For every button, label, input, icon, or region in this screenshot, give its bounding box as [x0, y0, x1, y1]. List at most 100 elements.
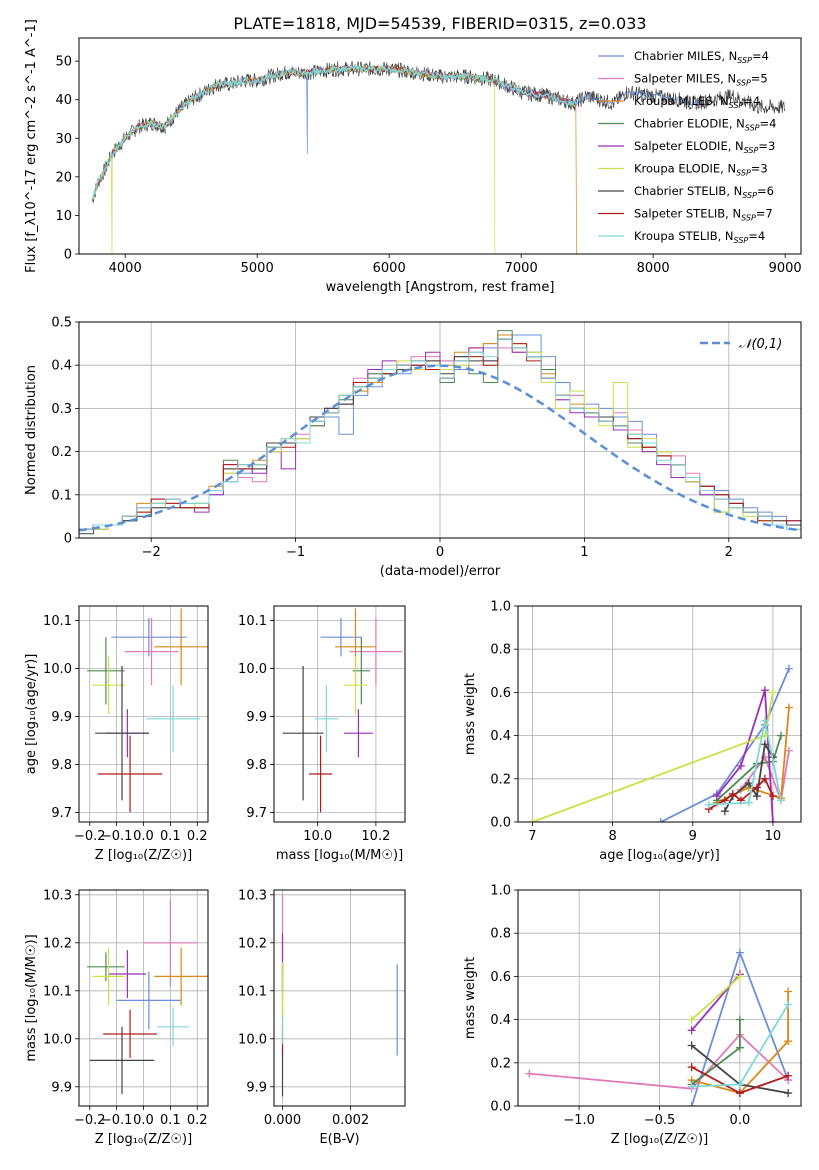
plot-area [528, 664, 793, 822]
y-tick-label: 0.1 [51, 488, 72, 503]
weight-line-ke [691, 975, 741, 1021]
x-tick-label: 8000 [637, 261, 670, 276]
axes-frame [517, 605, 802, 823]
spectrum-line-cm [91, 64, 703, 200]
x-tick-label: 9 [689, 829, 697, 844]
x-axis-label: (data-model)/error [380, 564, 501, 579]
x-tick-label: 0.2 [187, 1113, 208, 1128]
y-tick-label: 0.2 [490, 772, 511, 787]
weight-marker-ks [784, 1000, 793, 1009]
y-tick-label: 10.1 [238, 984, 267, 999]
axes-frame [78, 37, 802, 255]
weight-marker-ke [528, 818, 537, 822]
legend-label-ks: Kroupa STELIB, NSSP=4 [634, 229, 765, 245]
weight-marker-ks [735, 1080, 744, 1089]
y-tick-label: 0.4 [490, 729, 511, 744]
weight-marker-ke [735, 972, 744, 981]
weight-line-km [691, 991, 789, 1095]
weight-marker-ce [735, 1015, 744, 1024]
y-tick-label: 20 [55, 170, 72, 185]
errorbar-cs [89, 1026, 155, 1094]
plot-area [282, 608, 403, 813]
panel-spectrum: 4000 5000 6000 7000 8000 9000 0 10 20 30 40 50 wavel… [24, 19, 802, 295]
legend-label-ss: Salpeter STELIB, NSSP=7 [634, 207, 773, 223]
errorbar-cm [116, 971, 182, 1030]
x-tick-label: −0.1 [101, 1113, 133, 1128]
errorbar-ks [156, 1007, 190, 1046]
weight-marker-cs [752, 792, 761, 801]
panel-mass_weight_vs_Z: −1.0 −0.5 0.0 0.0 0.2 0.4 0.6 0.8 1.0 Z [log₁₀(Z/… [463, 884, 802, 1147]
y-tick-label: 9.7 [246, 806, 267, 821]
x-tick-label: 0.0 [133, 1113, 154, 1128]
y-tick-label: 0.5 [51, 316, 72, 331]
weight-marker-cm [687, 1102, 696, 1106]
x-axis-label: wavelength [Angstrom, rest frame] [326, 280, 555, 295]
legend-label-km: Kroupa MILES, NSSP=4 [634, 94, 760, 110]
weight-marker-ks [687, 1082, 696, 1091]
weight-marker-ss [784, 1071, 793, 1080]
weight-line-sm [529, 1033, 789, 1090]
y-tick-label: 40 [55, 93, 72, 108]
weight-marker-ce [735, 1043, 744, 1052]
errorbar-cm [111, 618, 187, 657]
errorbar-ss [97, 735, 163, 813]
y-tick-label: 0.3 [51, 402, 72, 417]
errorbar-cs [282, 666, 324, 801]
weight-marker-cs [760, 740, 769, 749]
x-tick-label: 1 [580, 545, 588, 560]
y-tick-label: 10.1 [238, 614, 267, 629]
y-tick-label: 10.1 [43, 984, 72, 999]
plot-area [79, 330, 801, 535]
x-tick-label: 0.0 [730, 1113, 751, 1128]
x-tick-label: 7000 [505, 261, 538, 276]
x-tick-label: 9000 [769, 261, 802, 276]
errorbar-ks [314, 685, 339, 753]
y-tick-label: 10.0 [43, 662, 72, 677]
panel-age_vs_mass: 10.0 10.2 9.7 9.8 9.9 10.0 10.1 mass [log₁₀(M/M… [238, 605, 406, 863]
weight-marker-km [784, 987, 793, 996]
weight-marker-km [784, 703, 793, 712]
weight-marker-ss [687, 1063, 696, 1072]
x-tick-label: 7 [528, 829, 536, 844]
weight-marker-se [768, 818, 777, 822]
y-tick-label: 10.3 [238, 888, 267, 903]
weight-marker-ss [760, 774, 769, 783]
errorbar-sm [124, 618, 179, 686]
x-axis-label: Z [log₁₀(Z/Z☉)] [95, 848, 192, 863]
y-axis-label: mass weight [463, 957, 478, 1039]
x-axis-label: Z [log₁₀(Z/Z☉)] [611, 1132, 708, 1147]
x-axis-label: age [log₁₀(age/yr)] [599, 848, 720, 863]
weight-marker-se [736, 761, 745, 770]
weight-line-ks [708, 720, 782, 806]
x-axis-label: Z [log₁₀(Z/Z☉)] [95, 1132, 192, 1147]
weight-marker-cs [687, 1041, 696, 1050]
y-tick-label: 10 [55, 209, 72, 224]
y-tick-label: 0.6 [490, 970, 511, 985]
errorbar-cm [320, 618, 362, 657]
weight-marker-cs [784, 1089, 793, 1098]
x-tick-label: 0.002 [332, 1113, 369, 1128]
panel-mass_vs_Z: −0.2−0.1 0.0 0.1 0.2 9.9 10.0 10.1 10.2 10.3 Z [l… [24, 888, 209, 1147]
panel-mass_weight_vs_age: 7 8 9 10 0.0 0.2 0.4 0.6 0.8 1.0 age [log₁₀(age/yr… [463, 600, 802, 863]
errorbar-se [343, 709, 373, 758]
y-tick-label: 10.3 [43, 888, 72, 903]
plot-area [91, 60, 786, 254]
errorbar-ke [92, 656, 125, 714]
weight-marker-ke [768, 688, 777, 697]
x-tick-label: 10.2 [361, 829, 390, 844]
weight-marker-ks [776, 796, 785, 805]
spectrum-line-ks [91, 63, 579, 200]
weight-marker-ks [704, 800, 713, 809]
y-axis-label: mass weight [463, 673, 478, 755]
plot-area [87, 608, 208, 813]
weight-marker-ss [752, 783, 761, 792]
x-tick-label: 6000 [373, 261, 406, 276]
legend-label-normal: 𝒩(0,1) [739, 337, 782, 352]
y-tick-label: 9.8 [246, 758, 267, 773]
weight-line-se [716, 689, 774, 822]
y-axis-label: Flux [f_λ10^-17 erg cm^-2 s^-1 A^-1] [24, 19, 39, 273]
errorbar-cs [95, 666, 149, 801]
x-axis-label: E(B-V) [319, 1132, 359, 1147]
panel-age_vs_Z: −0.2−0.1 0.0 0.1 0.2 9.7 9.8 9.9 10.0 10.1 Z [log… [24, 605, 209, 863]
weight-marker-sm [525, 1069, 534, 1078]
